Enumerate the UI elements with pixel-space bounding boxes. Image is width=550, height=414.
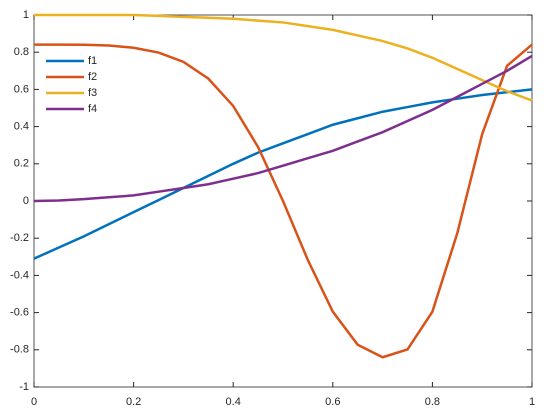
legend-label: f2 (88, 71, 97, 83)
x-tick-label: 1 (529, 396, 535, 408)
y-tick-label: 0.4 (14, 121, 29, 133)
y-tick-label: -0.4 (10, 269, 29, 281)
y-tick-label: 0.6 (14, 83, 29, 95)
series-line (34, 43, 533, 359)
y-tick-label: -0.2 (10, 232, 29, 244)
series-line (33, 54, 533, 203)
x-tick-label: 0.4 (226, 396, 241, 408)
legend-label: f1 (88, 55, 97, 67)
x-tick-label: 0 (31, 396, 37, 408)
y-tick-label: -0.8 (10, 344, 29, 356)
series-line (34, 13, 533, 102)
legend-label: f4 (88, 103, 97, 115)
y-tick-label: 0.8 (14, 46, 29, 58)
y-tick-label: 0 (23, 195, 29, 207)
y-tick-label: -0.6 (10, 307, 29, 319)
x-tick-label: 0.8 (425, 396, 440, 408)
x-tick-label: 0.2 (126, 396, 141, 408)
y-tick-label: -1 (19, 381, 29, 393)
legend-label: f3 (88, 87, 97, 99)
x-tick-label: 0.6 (325, 396, 340, 408)
y-tick-label: 1 (23, 9, 29, 21)
y-tick-label: 0.2 (14, 158, 29, 170)
